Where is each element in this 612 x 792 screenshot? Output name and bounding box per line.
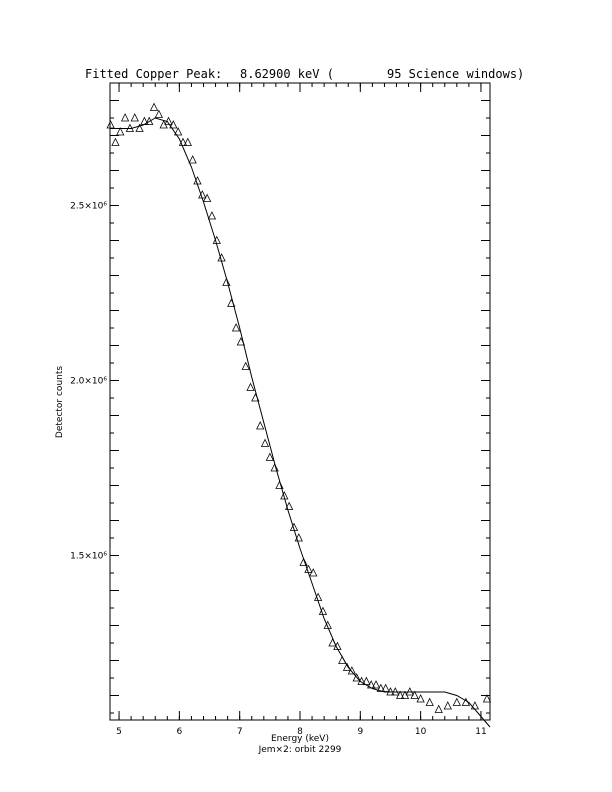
data-point-triangle	[212, 235, 221, 244]
data-point-triangle	[164, 116, 173, 125]
data-point-triangle	[178, 137, 188, 146]
data-point-triangle	[130, 113, 139, 122]
data-point-triangle	[289, 522, 299, 531]
data-point-triangle	[470, 701, 480, 710]
x-axis-label: Energy (keV)	[271, 734, 329, 744]
data-point-triangle	[222, 277, 231, 286]
data-point-triangle	[183, 137, 192, 146]
data-point-triangle	[461, 697, 471, 706]
data-point-triangle	[154, 109, 164, 118]
x-tick-label: 6	[176, 727, 182, 737]
data-point-triangle	[299, 557, 308, 566]
y-axis: 1.5×10⁶ 2.0×10⁶ 2.5×10⁶	[70, 82, 490, 714]
data-point-triangle	[410, 690, 419, 699]
x-tick-label: 10	[415, 727, 427, 737]
chart-title-energy: 8.62900 keV (	[240, 67, 334, 81]
data-point-triangle	[405, 687, 414, 696]
data-point-triangle	[347, 666, 357, 675]
data-point-triangle	[352, 673, 361, 682]
data-point-triangle	[304, 564, 313, 573]
data-point-triangle	[371, 680, 381, 689]
x-tick-label: 9	[357, 727, 363, 737]
data-point-triangle	[416, 694, 425, 703]
data-point-triangle	[328, 638, 337, 647]
data-point-triangle	[318, 606, 328, 615]
data-point-triangle	[246, 382, 255, 391]
y-tick-label: 1.5×10⁶	[70, 552, 107, 562]
data-point-triangle	[202, 193, 212, 202]
chart-subtitle: Jem×2: orbit 2299	[258, 745, 342, 755]
data-point-triangle	[169, 120, 178, 129]
data-point-triangle	[482, 694, 492, 703]
x-tick-label: 8	[297, 727, 303, 737]
plot-frame	[109, 82, 491, 721]
data-point-triangle	[188, 155, 197, 164]
data-point-triangle	[260, 438, 270, 447]
data-point-triangle	[265, 452, 274, 461]
data-point-triangle	[342, 662, 352, 671]
data-point-triangle	[386, 687, 395, 696]
fit-curve	[110, 117, 491, 728]
data-point-triangle	[309, 568, 318, 577]
data-point-triangle	[149, 102, 159, 111]
data-point-triangle	[193, 176, 202, 185]
data-point-triangle	[145, 116, 154, 125]
data-point-triangle	[376, 683, 385, 692]
data-point-triangle	[280, 491, 289, 500]
data-point-triangle	[135, 123, 144, 132]
data-point-triangle	[174, 127, 183, 136]
chart-title-windows: 95 Science windows)	[387, 67, 525, 81]
x-tick-label: 11	[475, 727, 486, 737]
data-point-triangle	[313, 592, 323, 601]
data-points	[106, 102, 492, 713]
data-point-triangle	[333, 641, 342, 650]
data-point-triangle	[323, 620, 332, 629]
data-point-triangle	[395, 690, 405, 699]
data-point-triangle	[270, 463, 279, 472]
data-point-triangle	[125, 123, 135, 132]
data-point-triangle	[120, 113, 130, 122]
x-axis: 5 6 7 8 9 10 11	[116, 83, 487, 737]
data-point-triangle	[381, 683, 390, 692]
data-point-triangle	[256, 421, 265, 430]
data-point-triangle	[434, 704, 443, 713]
x-tick-label: 5	[116, 727, 122, 737]
data-point-triangle	[241, 361, 250, 370]
data-point-triangle	[357, 676, 366, 685]
data-point-triangle	[207, 211, 217, 220]
y-tick-label: 2.0×10⁶	[70, 377, 107, 387]
data-point-triangle	[227, 298, 236, 307]
chart-title-left: Fitted Copper Peak:	[85, 67, 223, 81]
x-tick-label: 7	[237, 727, 243, 737]
data-point-triangle	[198, 190, 207, 199]
data-point-triangle	[425, 697, 434, 706]
y-tick-label: 2.5×10⁶	[70, 202, 107, 212]
data-point-triangle	[116, 127, 125, 136]
data-point-triangle	[106, 120, 115, 129]
data-point-triangle	[362, 676, 371, 685]
data-point-triangle	[338, 655, 347, 664]
y-axis-label: Detector counts	[55, 366, 65, 438]
data-point-triangle	[236, 337, 246, 346]
data-point-triangle	[452, 697, 461, 706]
data-point-triangle	[275, 480, 284, 489]
data-point-triangle	[217, 253, 226, 262]
data-point-triangle	[294, 533, 303, 542]
data-point-triangle	[284, 501, 294, 510]
data-point-triangle	[367, 680, 376, 689]
data-point-triangle	[140, 116, 149, 125]
data-point-triangle	[231, 323, 241, 332]
data-point-triangle	[391, 687, 400, 696]
data-point-triangle	[251, 393, 260, 402]
data-point-triangle	[443, 701, 452, 710]
data-point-triangle	[111, 137, 120, 146]
